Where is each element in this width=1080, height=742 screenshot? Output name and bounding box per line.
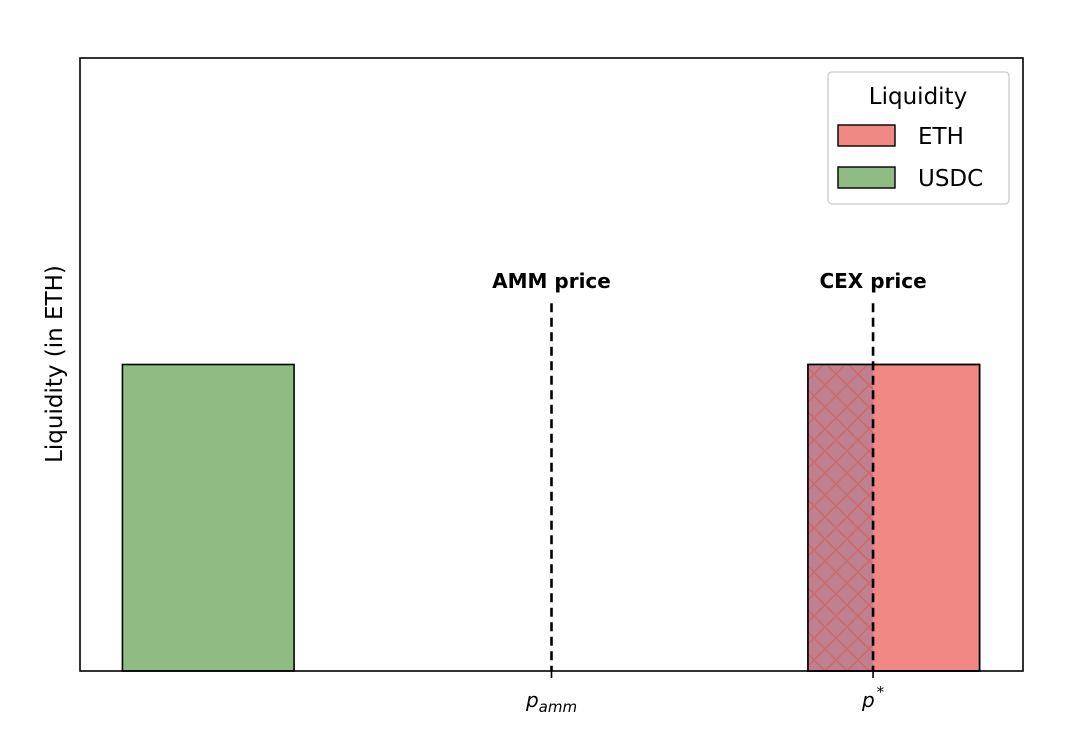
hatch-layer (807, 363, 981, 672)
reference-label-cex-price: CEX price (819, 269, 926, 293)
legend-title: Liquidity (869, 84, 967, 110)
hatched-region-pattern (807, 364, 874, 671)
x-tick-label-1: p * (861, 683, 885, 712)
legend: Liquidity ETH USDC (827, 71, 1010, 205)
legend-label-eth: ETH (918, 124, 964, 150)
legend-label-usdc: USDC (918, 166, 983, 192)
reference-label-amm-price: AMM price (492, 269, 611, 293)
reference-lines-layer: AMM price pamm CEX price p * (492, 269, 927, 716)
bar-usdc (121, 363, 295, 672)
legend-swatch-eth (837, 124, 896, 147)
y-axis-label: Liquidity (in ETH) (42, 265, 68, 463)
x-tick-label-0: pamm (525, 688, 577, 716)
legend-swatch-usdc (837, 166, 896, 189)
plot-frame (79, 57, 1024, 672)
